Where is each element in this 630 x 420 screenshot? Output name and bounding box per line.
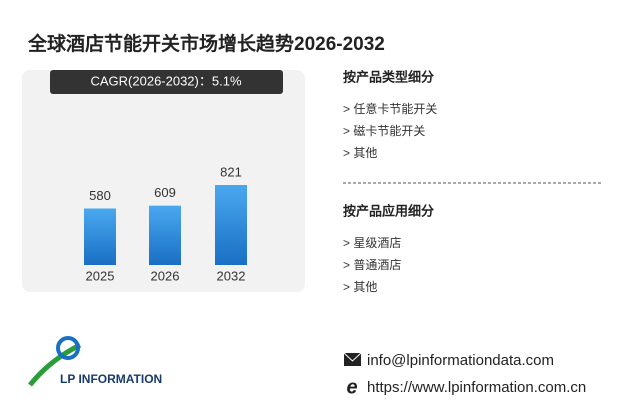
segment-item: > 其他 (343, 146, 377, 160)
email-icon (344, 353, 361, 366)
value-label: 580 (89, 188, 111, 203)
value-label: 821 (220, 164, 242, 179)
chart-title: 全球酒店节能开关市场增长趋势2026-2032 (27, 32, 385, 55)
email: info@lpinformationdata.com (367, 352, 554, 369)
segment-title: 按产品类型细分 (343, 69, 434, 84)
segment-item: > 普通酒店 (343, 258, 401, 272)
url: https://www.lpinformation.com.cn (367, 379, 586, 396)
x-tick-label: 2025 (86, 268, 115, 283)
bar (84, 208, 116, 265)
logo: LP INFORMATION (28, 336, 162, 387)
value-label: 609 (154, 185, 176, 200)
segment-title: 按产品应用细分 (343, 203, 434, 218)
x-tick-label: 2032 (217, 268, 246, 283)
email-icon-flap (343, 352, 362, 362)
segment-item: > 任意卡节能开关 (343, 101, 437, 116)
logo-swoosh (28, 342, 82, 387)
bar (149, 205, 181, 265)
cagr-banner (50, 70, 283, 94)
web-icon: e (346, 376, 357, 398)
x-tick-label: 2026 (151, 268, 180, 283)
logo-text: LP INFORMATION (60, 372, 162, 386)
logo-ring (56, 336, 80, 360)
cagr-label: CAGR(2026-2032)：5.1% (90, 73, 241, 88)
segment-item: > 磁卡节能开关 (343, 123, 425, 138)
segment-item: > 其他 (343, 280, 377, 294)
segment-item: > 星级酒店 (343, 236, 401, 250)
bar (215, 185, 247, 265)
